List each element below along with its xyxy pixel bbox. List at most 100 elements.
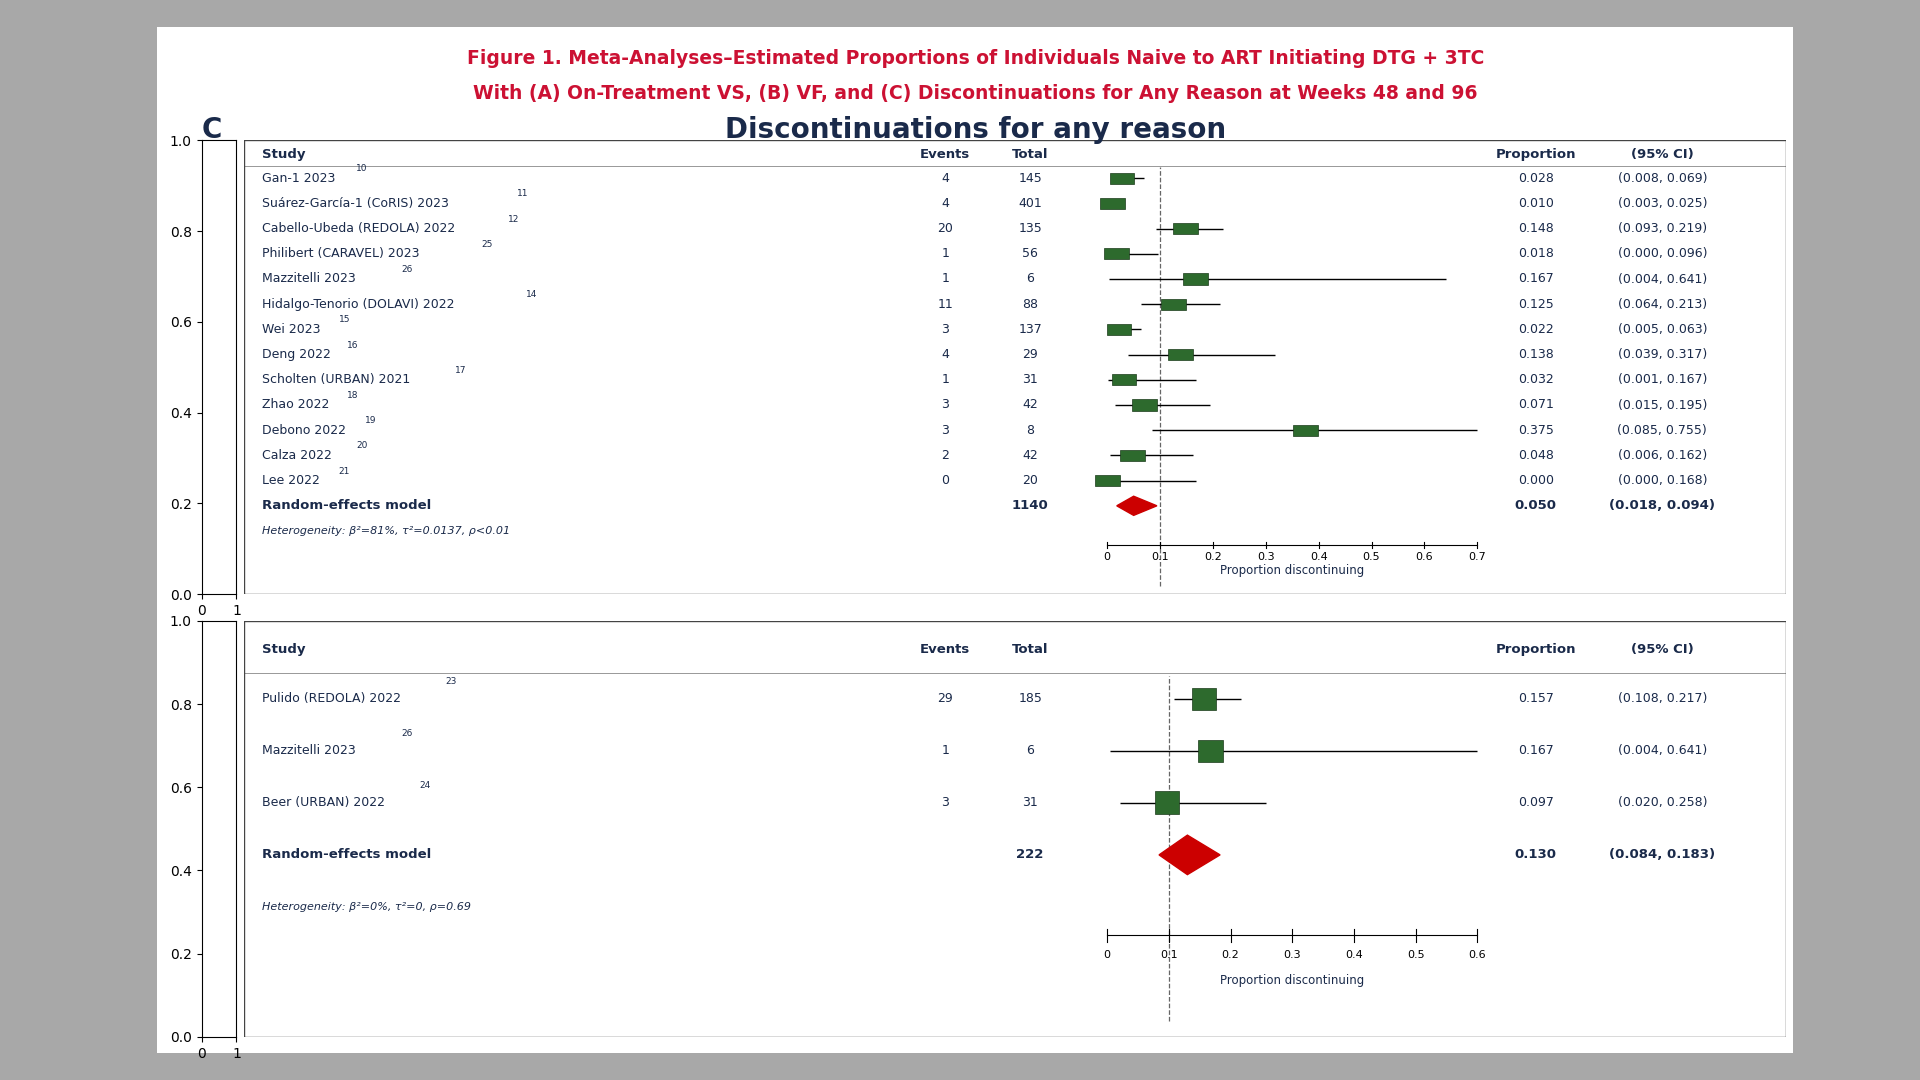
Text: 2: 2 xyxy=(941,449,948,462)
Text: Proportion discontinuing: Proportion discontinuing xyxy=(1219,564,1365,577)
Text: 24: 24 xyxy=(419,781,430,791)
Text: 0.375: 0.375 xyxy=(1519,423,1553,436)
Text: 185: 185 xyxy=(1018,692,1043,705)
Text: 0.5: 0.5 xyxy=(1407,950,1425,960)
Text: Hidalgo-Tenorio (DOLAVI) 2022: Hidalgo-Tenorio (DOLAVI) 2022 xyxy=(263,298,455,311)
Bar xyxy=(1192,688,1217,711)
Bar xyxy=(1198,740,1223,762)
Text: (0.039, 0.317): (0.039, 0.317) xyxy=(1619,348,1707,361)
Text: 0.071: 0.071 xyxy=(1519,399,1553,411)
Text: 29: 29 xyxy=(937,692,952,705)
Bar xyxy=(1292,424,1317,435)
Text: Debono 2022: Debono 2022 xyxy=(263,423,346,436)
Text: 0.148: 0.148 xyxy=(1519,222,1553,235)
Text: 4: 4 xyxy=(941,197,948,210)
Text: 4: 4 xyxy=(941,348,948,361)
Text: C: C xyxy=(202,116,223,144)
Text: (0.084, 0.183): (0.084, 0.183) xyxy=(1609,849,1715,862)
Text: Random-effects model: Random-effects model xyxy=(263,499,432,512)
Text: Mazzitelli 2023: Mazzitelli 2023 xyxy=(263,744,355,757)
Text: 0: 0 xyxy=(1104,552,1112,562)
Text: 25: 25 xyxy=(482,240,493,248)
Text: 401: 401 xyxy=(1018,197,1043,210)
Text: Heterogeneity: β²=81%, τ²=0.0137, ρ<0.01: Heterogeneity: β²=81%, τ²=0.0137, ρ<0.01 xyxy=(263,526,511,536)
Bar xyxy=(1133,400,1158,410)
Text: Study: Study xyxy=(263,148,305,161)
Text: 6: 6 xyxy=(1025,272,1035,285)
Text: 0.022: 0.022 xyxy=(1519,323,1553,336)
Text: 29: 29 xyxy=(1021,348,1039,361)
Text: 3: 3 xyxy=(941,399,948,411)
Text: Random-effects model: Random-effects model xyxy=(263,849,432,862)
Text: 10: 10 xyxy=(357,164,369,173)
Text: (0.005, 0.063): (0.005, 0.063) xyxy=(1617,323,1707,336)
Text: 0.4: 0.4 xyxy=(1309,552,1327,562)
Polygon shape xyxy=(1160,835,1219,875)
Text: 1140: 1140 xyxy=(1012,499,1048,512)
Text: 12: 12 xyxy=(509,215,520,224)
Text: 1: 1 xyxy=(941,374,948,387)
Text: 3: 3 xyxy=(941,796,948,809)
Text: Study: Study xyxy=(263,643,305,656)
Text: 11: 11 xyxy=(516,189,528,199)
Text: 0.167: 0.167 xyxy=(1519,272,1553,285)
Text: 0.032: 0.032 xyxy=(1519,374,1553,387)
Text: 0.2: 0.2 xyxy=(1221,950,1240,960)
Text: 0.157: 0.157 xyxy=(1519,692,1553,705)
Text: 42: 42 xyxy=(1021,399,1039,411)
Text: 11: 11 xyxy=(937,298,952,311)
Text: (0.064, 0.213): (0.064, 0.213) xyxy=(1619,298,1707,311)
Text: Heterogeneity: β²=0%, τ²=0, ρ=0.69: Heterogeneity: β²=0%, τ²=0, ρ=0.69 xyxy=(263,902,470,912)
Text: (0.018, 0.094): (0.018, 0.094) xyxy=(1609,499,1715,512)
Bar xyxy=(1110,173,1135,184)
Polygon shape xyxy=(1117,496,1158,515)
Text: 0.3: 0.3 xyxy=(1283,950,1302,960)
Text: Beer (URBAN) 2022: Beer (URBAN) 2022 xyxy=(263,796,386,809)
Text: (0.108, 0.217): (0.108, 0.217) xyxy=(1617,692,1707,705)
Text: Zhao 2022: Zhao 2022 xyxy=(263,399,330,411)
Text: (0.093, 0.219): (0.093, 0.219) xyxy=(1619,222,1707,235)
Text: 19: 19 xyxy=(365,416,376,426)
Text: 3: 3 xyxy=(941,323,948,336)
Text: Discontinuations for any reason: Discontinuations for any reason xyxy=(724,116,1227,144)
Text: 4: 4 xyxy=(941,172,948,185)
Bar xyxy=(1162,299,1187,310)
Text: Proportion discontinuing: Proportion discontinuing xyxy=(1219,974,1365,987)
Text: 31: 31 xyxy=(1021,796,1039,809)
Text: 0.000: 0.000 xyxy=(1519,474,1553,487)
Text: 0.5: 0.5 xyxy=(1363,552,1380,562)
Bar xyxy=(1112,375,1137,386)
Text: (0.015, 0.195): (0.015, 0.195) xyxy=(1617,399,1707,411)
Text: Deng 2022: Deng 2022 xyxy=(263,348,332,361)
Text: 21: 21 xyxy=(338,467,349,475)
Text: Figure 1. Meta-Analyses–Estimated Proportions of Individuals Naive to ART Initia: Figure 1. Meta-Analyses–Estimated Propor… xyxy=(467,49,1484,68)
Text: (0.003, 0.025): (0.003, 0.025) xyxy=(1617,197,1707,210)
Text: 3: 3 xyxy=(941,423,948,436)
Text: Events: Events xyxy=(920,148,970,161)
Text: 0.097: 0.097 xyxy=(1519,796,1553,809)
Text: Proportion: Proportion xyxy=(1496,643,1576,656)
Text: Total: Total xyxy=(1012,643,1048,656)
Bar xyxy=(1119,450,1144,461)
Text: Pulido (REDOLA) 2022: Pulido (REDOLA) 2022 xyxy=(263,692,401,705)
Text: 0: 0 xyxy=(941,474,948,487)
Bar xyxy=(1173,224,1198,234)
Text: 0.018: 0.018 xyxy=(1519,247,1553,260)
Text: 135: 135 xyxy=(1018,222,1043,235)
Bar xyxy=(1104,248,1129,259)
Text: Mazzitelli 2023: Mazzitelli 2023 xyxy=(263,272,355,285)
Text: Gan-1 2023: Gan-1 2023 xyxy=(263,172,336,185)
Bar xyxy=(1183,273,1208,284)
Text: (0.020, 0.258): (0.020, 0.258) xyxy=(1617,796,1707,809)
Text: 0.6: 0.6 xyxy=(1415,552,1432,562)
Text: 15: 15 xyxy=(338,315,349,324)
Text: (0.001, 0.167): (0.001, 0.167) xyxy=(1617,374,1707,387)
Text: Events: Events xyxy=(920,643,970,656)
Bar xyxy=(1094,475,1119,486)
Text: 1: 1 xyxy=(941,744,948,757)
Text: Scholten (URBAN) 2021: Scholten (URBAN) 2021 xyxy=(263,374,411,387)
Text: Total: Total xyxy=(1012,148,1048,161)
Text: 222: 222 xyxy=(1016,849,1044,862)
Text: 14: 14 xyxy=(526,291,538,299)
Text: 0.3: 0.3 xyxy=(1258,552,1275,562)
